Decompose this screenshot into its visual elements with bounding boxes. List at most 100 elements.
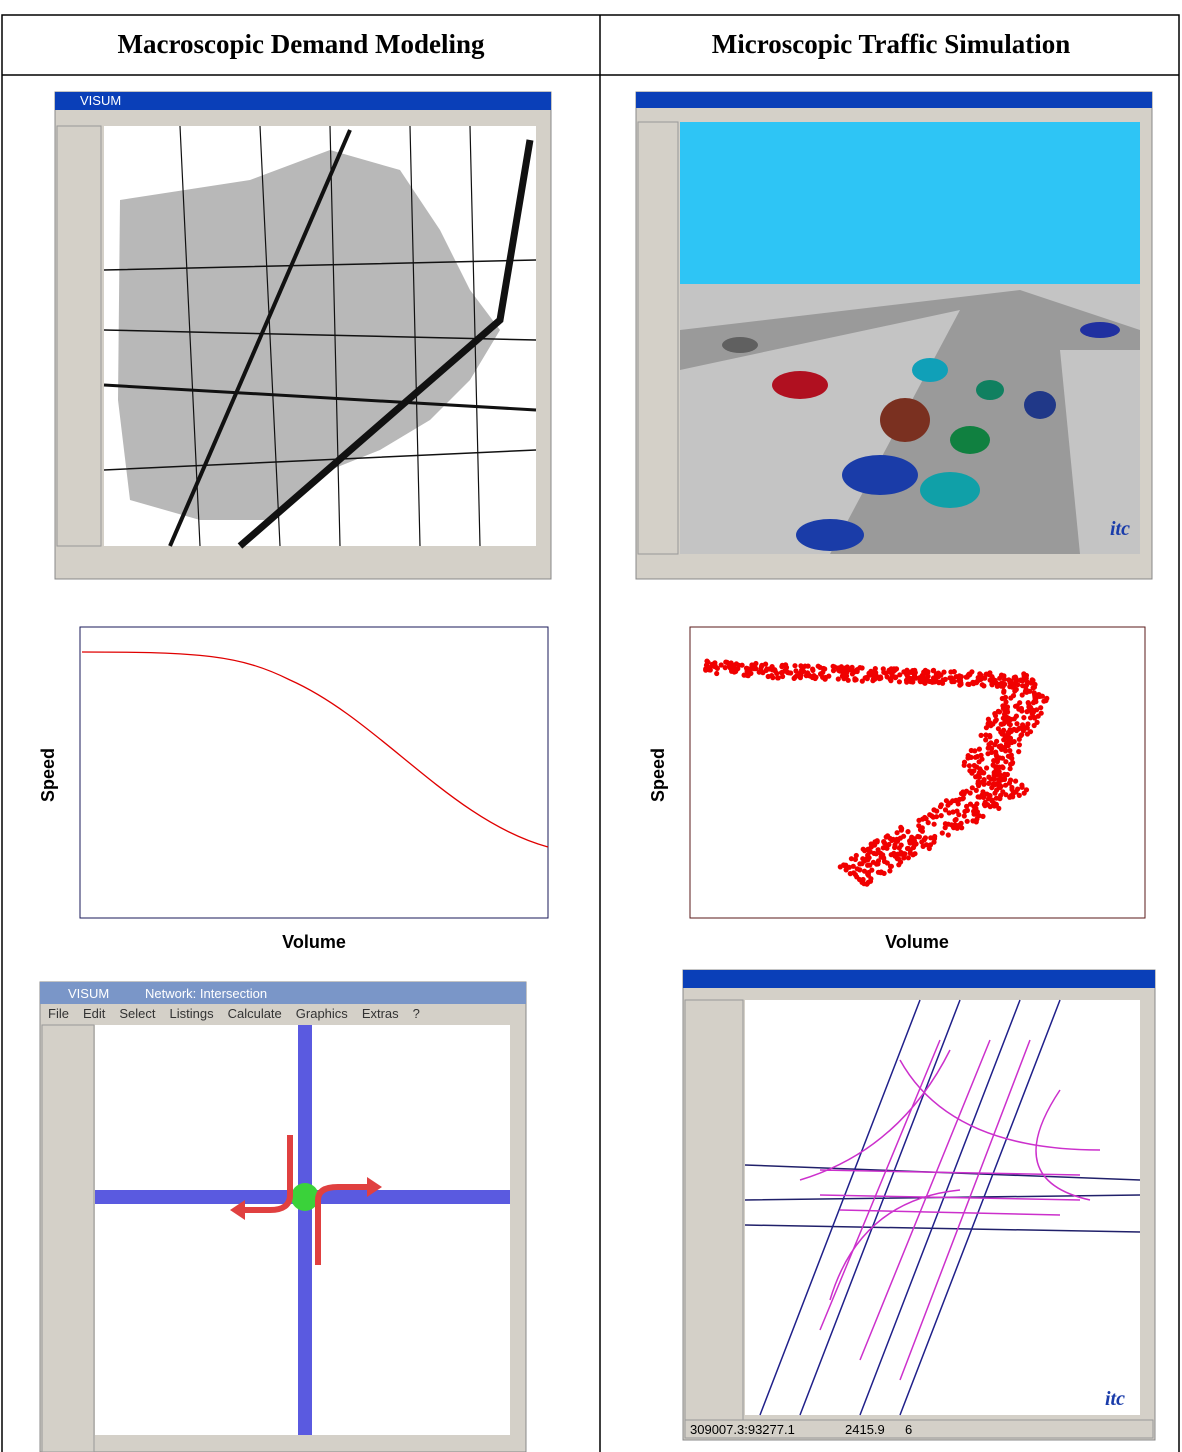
scatter-dot	[1008, 777, 1014, 783]
scatter-dot	[780, 673, 786, 680]
scatter-dot	[941, 669, 947, 675]
scatter-dot	[946, 810, 952, 816]
scatter-dot	[861, 881, 867, 887]
scatter-dot	[931, 821, 937, 827]
scatter-dot	[976, 774, 983, 780]
scatter-dot	[961, 813, 967, 819]
scatter-dot	[1021, 673, 1027, 679]
scatter-dot	[942, 821, 949, 827]
scatter-dot	[792, 663, 798, 669]
menu-item: Calculate	[228, 1006, 282, 1021]
scatter-dot	[964, 803, 970, 810]
scatter-dot	[875, 847, 881, 853]
scatter-dot	[1001, 721, 1007, 727]
scatter-dot	[884, 860, 890, 866]
scatter-dot	[1027, 729, 1034, 735]
scatter-dot	[854, 874, 860, 880]
scatter-dot	[1001, 737, 1007, 743]
scatter-dot	[997, 772, 1003, 778]
scatter-dot	[898, 859, 904, 865]
scatter-dot	[769, 666, 775, 673]
scatter-dot	[724, 659, 730, 666]
menu-item: File	[48, 1006, 69, 1021]
menu-item: ?	[413, 1006, 420, 1021]
scatter-dot	[1025, 700, 1031, 706]
scatter-dot	[810, 666, 816, 672]
scatter-dot	[830, 663, 836, 669]
scatter-dot	[760, 670, 766, 676]
scatter-dot	[982, 799, 988, 805]
scatter-dot	[1013, 778, 1019, 784]
scatter-dot	[869, 867, 875, 873]
scatter-dot	[989, 745, 995, 752]
scatter-dot	[917, 678, 923, 684]
scatter-dot	[1011, 683, 1017, 690]
scatter-dot	[865, 852, 871, 858]
menu-item: Edit	[83, 1006, 106, 1021]
scatter-dot	[733, 661, 740, 667]
scatter-dot	[942, 807, 949, 813]
scatter-dot	[846, 864, 852, 870]
scatter-dot	[878, 869, 884, 875]
scatter-dot	[1031, 714, 1037, 720]
scatter-dot	[722, 665, 728, 671]
scatter-dot	[870, 676, 877, 682]
scatter-dot	[1005, 709, 1011, 715]
scatter-dot	[957, 682, 963, 688]
scatter-dot	[948, 669, 954, 675]
window-title: VISUM	[68, 986, 109, 1001]
scatter-dot	[862, 858, 868, 864]
axis-label: Speed	[38, 748, 58, 802]
scatter-dot	[862, 848, 868, 854]
scatter-dot	[942, 676, 948, 683]
scatter-dot	[1011, 739, 1017, 745]
scatter-dot	[1032, 681, 1038, 688]
scatter-dot	[1030, 709, 1036, 715]
scatter-dot	[938, 813, 944, 819]
scatter-dot	[1009, 760, 1015, 767]
scatter-dot	[873, 851, 879, 857]
scatter-dot	[967, 768, 973, 774]
scatter-dot	[930, 668, 936, 674]
scatter-dot	[989, 797, 995, 803]
scatter-dot	[983, 732, 989, 738]
scatter-dot	[866, 848, 872, 854]
scatter-dot	[925, 820, 931, 826]
scatter-dot	[909, 834, 915, 840]
scatter-dot	[959, 825, 965, 831]
scatter-dot	[964, 818, 970, 824]
scatter-dot	[997, 796, 1003, 802]
scatter-dot	[981, 683, 987, 689]
scatter-dot	[874, 838, 880, 844]
scatter-dot	[978, 752, 984, 758]
scatter-dot	[979, 756, 985, 762]
scatter-dot	[937, 804, 944, 810]
scatter-dot	[958, 820, 964, 827]
scatter-dot	[837, 668, 843, 674]
scatter-dot	[980, 789, 986, 795]
scatter-dot	[1029, 677, 1035, 683]
scatter-dot	[853, 852, 859, 859]
scatter-dot	[758, 663, 765, 670]
scatter-dot	[815, 663, 821, 669]
scatter-dot	[788, 670, 794, 676]
scatter-dot	[1007, 766, 1013, 772]
scatter-dot	[921, 837, 927, 843]
scatter-dot	[851, 669, 857, 675]
scatter-dot	[913, 675, 919, 681]
scatter-dot	[859, 665, 865, 671]
scatter-dot	[1016, 736, 1022, 742]
scatter-dot	[1015, 786, 1021, 792]
scatter-dot	[901, 833, 907, 839]
scatter-dot	[983, 725, 990, 731]
column-header: Macroscopic Demand Modeling	[118, 29, 485, 59]
status-text: 6	[905, 1422, 912, 1437]
scatter-dot	[992, 718, 998, 724]
scatter-dot	[865, 862, 871, 868]
scatter-dot	[988, 723, 994, 729]
scatter-dot	[704, 658, 710, 664]
scatter-dot	[748, 670, 754, 677]
scatter-dot	[739, 662, 745, 668]
